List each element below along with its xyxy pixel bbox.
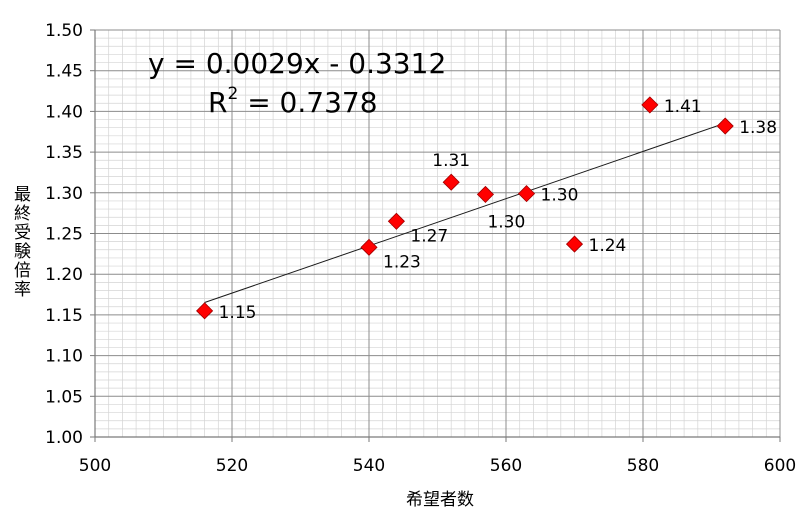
r2-value: = 0.7378 bbox=[238, 86, 377, 119]
x-tick-label: 520 bbox=[216, 456, 248, 476]
data-point bbox=[360, 238, 378, 256]
y-tick-label: 1.25 bbox=[45, 225, 83, 245]
data-label: 1.15 bbox=[219, 303, 257, 323]
trendline-equation: y = 0.0029x - 0.3312 bbox=[148, 47, 446, 80]
data-label: 1.23 bbox=[383, 252, 421, 272]
data-point bbox=[517, 185, 536, 203]
y-tick-label: 1.30 bbox=[45, 184, 83, 204]
x-axis-label: 希望者数 bbox=[406, 490, 474, 510]
data-label: 1.30 bbox=[487, 212, 525, 232]
r2-superscript: 2 bbox=[227, 84, 238, 104]
x-tick-label: 600 bbox=[764, 456, 796, 476]
y-tick-label: 1.35 bbox=[45, 143, 83, 163]
x-tick-label: 560 bbox=[490, 456, 522, 476]
data-label: 1.27 bbox=[410, 226, 448, 246]
y-tick-label: 1.45 bbox=[45, 62, 83, 82]
data-label: 1.38 bbox=[739, 118, 777, 138]
y-tick-label: 1.50 bbox=[45, 21, 83, 41]
y-axis-label: 最終受験倍率 bbox=[10, 185, 31, 299]
trendline bbox=[204, 122, 726, 303]
trendline-r2: R2 = 0.7378 bbox=[208, 84, 378, 119]
y-tick-label: 1.20 bbox=[45, 265, 83, 285]
data-point bbox=[442, 173, 460, 191]
data-point bbox=[476, 185, 495, 203]
x-tick-label: 580 bbox=[627, 456, 659, 476]
r2-prefix: R bbox=[208, 86, 227, 119]
y-tick-labels: 1.00 1.05 1.10 1.15 1.20 1.25 1.30 1.35 1.40 1.45… bbox=[45, 21, 83, 448]
y-tick-label: 1.05 bbox=[45, 387, 83, 407]
x-tick-label: 500 bbox=[79, 456, 111, 476]
data-point bbox=[716, 117, 734, 135]
data-label: 1.30 bbox=[541, 186, 579, 206]
data-label: 1.24 bbox=[589, 236, 627, 256]
data-point bbox=[196, 302, 214, 320]
y-tick-label: 1.40 bbox=[45, 102, 83, 122]
data-label: 1.31 bbox=[432, 151, 470, 171]
data-point bbox=[565, 235, 584, 253]
data-label: 1.41 bbox=[664, 97, 702, 117]
chart-axes bbox=[90, 29, 781, 442]
data-labels: 1.15 1.23 1.27 1.31 1.30 1.30 1.24 1.41 1.38 bbox=[219, 97, 777, 323]
data-point bbox=[387, 212, 405, 230]
x-tick-label: 540 bbox=[353, 456, 385, 476]
y-tick-label: 1.15 bbox=[45, 306, 83, 326]
trendline-group bbox=[204, 122, 726, 303]
data-points bbox=[196, 96, 734, 320]
x-tick-labels: 500 520 540 560 580 600 bbox=[79, 456, 796, 476]
data-point bbox=[641, 96, 659, 114]
y-tick-label: 1.10 bbox=[45, 347, 83, 367]
chart-grid bbox=[94, 29, 781, 438]
y-tick-label: 1.00 bbox=[45, 428, 83, 448]
